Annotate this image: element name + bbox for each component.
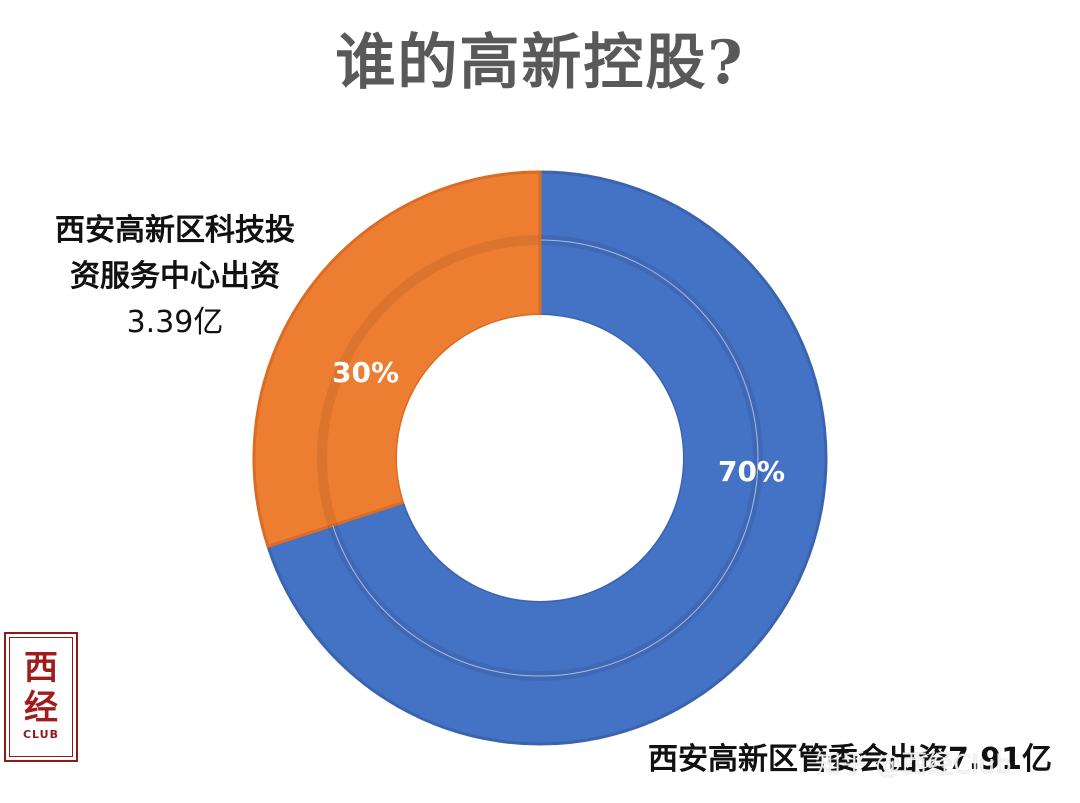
donut-hole [397, 315, 683, 601]
data-label-30: 30% [332, 356, 400, 389]
annotation-tech-investment-center: 西安高新区科技投 资服务中心出资 3.39亿 [30, 208, 320, 346]
xijing-club-logo: 西 经 CLUB [4, 632, 78, 762]
annotation-amount: 3.39亿 [126, 305, 224, 340]
watermark: 知乎 @西经Club [815, 750, 1012, 780]
annotation-management-committee: 西安高新区管委会出资7.91亿 [648, 742, 1053, 777]
annotation-line-2: 资服务中心出资 [70, 259, 280, 294]
data-label-70: 70% [718, 455, 786, 488]
annotation-line-1: 西安高新区科技投 [55, 213, 295, 248]
blue-ring-highlight [332, 239, 759, 677]
logo-club-text: CLUB [22, 728, 59, 741]
chart-title: 谁的高新控股? [335, 28, 745, 98]
logo-char-jing: 经 [24, 688, 58, 728]
logo-char-xi: 西 [24, 648, 58, 688]
